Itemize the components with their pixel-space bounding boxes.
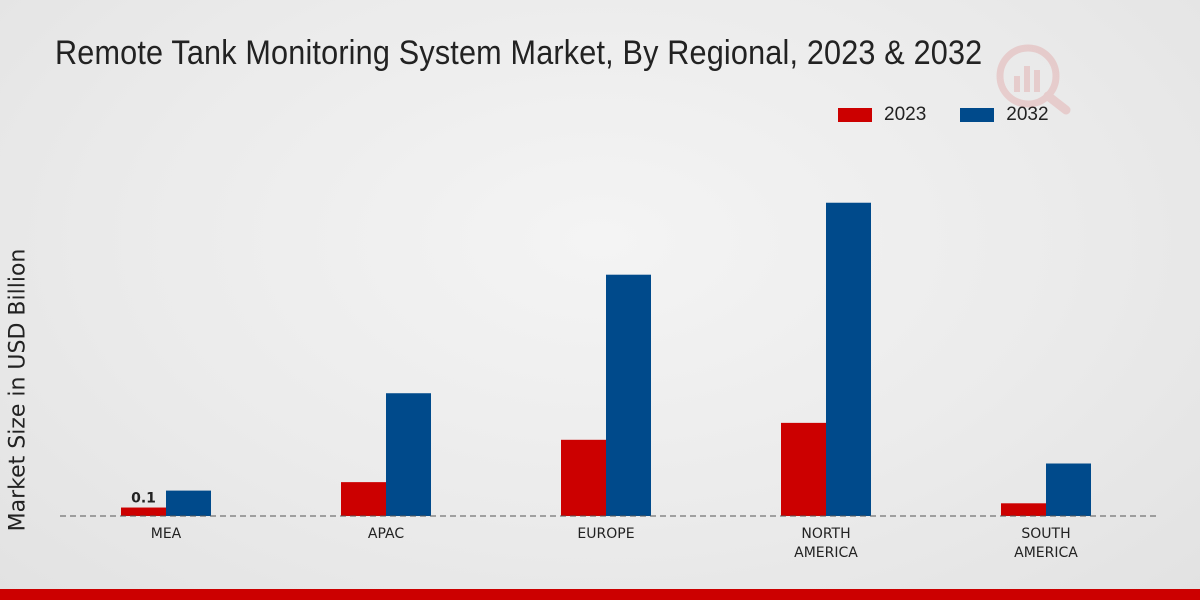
footer-strip: [0, 589, 1200, 600]
x-tick-label-europe: EUROPE: [577, 526, 634, 542]
legend-item-2032: 2032: [960, 104, 1049, 126]
legend-swatch-2023: [838, 108, 872, 122]
x-tick-label-north-america: NORTH AMERICA: [794, 526, 858, 561]
legend-item-2023: 2023: [838, 104, 926, 126]
legend-label-2032: 2032: [1006, 104, 1049, 125]
x-tick-label-apac: APAC: [368, 526, 404, 542]
bar-2023-europe: [561, 439, 606, 516]
data-label-2023-mea: 0.1: [131, 491, 156, 507]
bar-2023-mea: [121, 507, 166, 516]
x-tick-label-mea: MEA: [151, 526, 182, 542]
bar-2023-south-america: [1001, 503, 1046, 516]
x-tick-label-south-america: SOUTH AMERICA: [1014, 526, 1078, 561]
bar-2032-europe: [606, 274, 651, 516]
bar-2023-apac: [341, 482, 386, 516]
bar-2023-north-america: [781, 422, 826, 516]
bar-2032-south-america: [1046, 463, 1091, 516]
legend: 2023 2032: [838, 104, 1083, 126]
chart-title: Remote Tank Monitoring System Market, By…: [55, 34, 983, 72]
bar-2032-north-america: [826, 202, 871, 516]
watermark-logo-icon: [996, 44, 1071, 115]
legend-label-2023: 2023: [884, 104, 927, 125]
bar-2032-apac: [386, 393, 431, 516]
legend-swatch-2032: [960, 108, 995, 122]
bar-2032-mea: [166, 490, 211, 516]
